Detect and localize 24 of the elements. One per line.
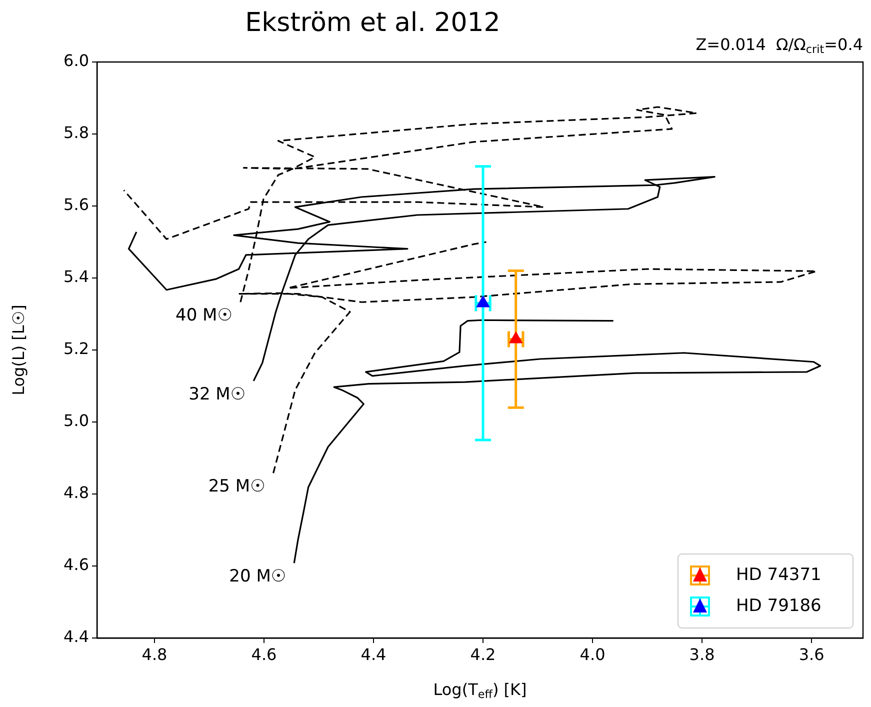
x-tick-label: 4.0 [580,644,606,664]
x-tick-label: 4.2 [470,644,496,664]
y-tick-label: 4.8 [64,483,89,502]
y-tick-label: 5.2 [64,339,89,358]
y-tick-label: 5.0 [64,411,89,430]
legend-label: HD 74371 [736,564,822,585]
series-label: 25 M☉ [208,476,266,497]
x-tick-label: 4.8 [142,644,168,664]
y-tick-label: 4.6 [64,555,89,574]
x-tick-label: 3.8 [689,644,715,664]
y-tick-label: 6.0 [64,51,89,70]
y-axis-title: Log(L) [L☉] [9,304,28,396]
series-label: 40 M☉ [176,306,232,326]
x-tick-label: 4.4 [360,644,386,664]
y-tick-label: 5.4 [64,267,89,286]
series-label: 32 M☉ [188,384,246,404]
legend-label: HD 79186 [736,596,822,616]
chart-title: Ekström et al. 2012 [245,8,500,38]
y-tick-label: 4.4 [64,627,89,646]
x-tick-label: 3.6 [798,644,824,664]
series-label: 20 M☉ [229,566,286,587]
y-tick-label: 5.8 [64,123,89,142]
y-tick-label: 5.6 [64,195,89,214]
x-tick-label: 4.6 [251,644,277,664]
